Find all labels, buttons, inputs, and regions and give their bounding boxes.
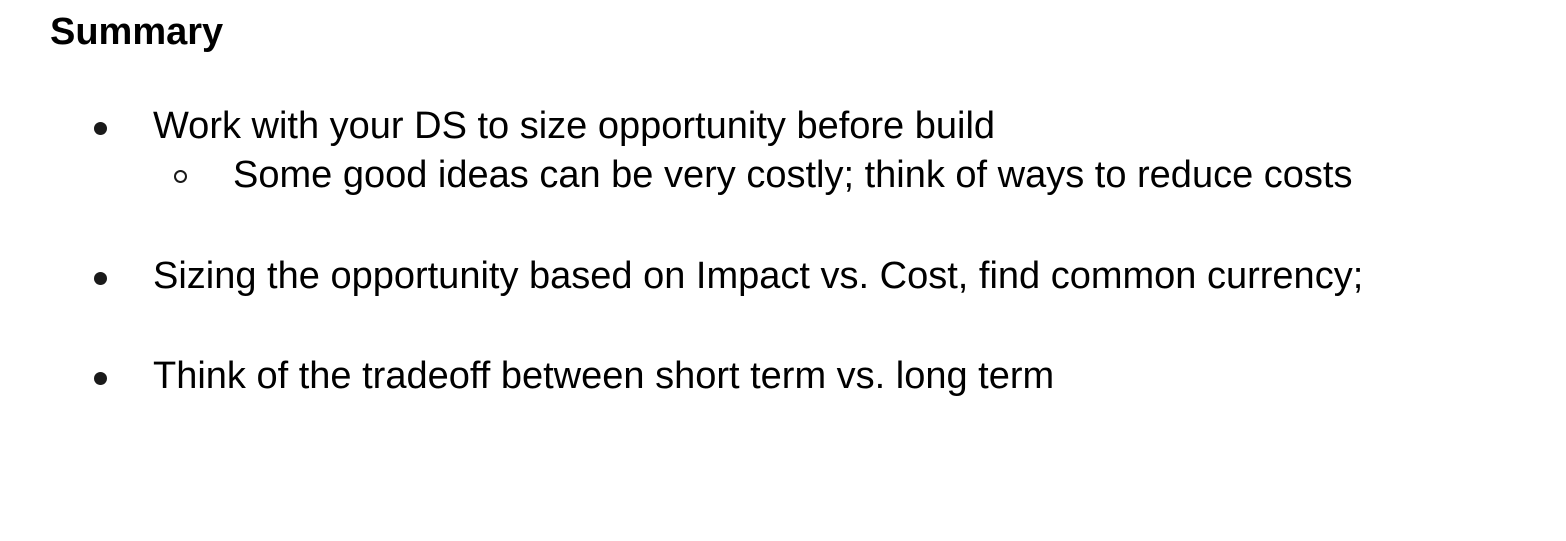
bullet-dot-icon <box>94 372 107 385</box>
sub-bullet-circle-icon <box>174 170 187 183</box>
bullet-dot-icon <box>94 122 107 135</box>
bullet-text: Think of the tradeoff between short term… <box>153 355 1055 397</box>
slide-title: Summary <box>50 11 224 53</box>
bullet-text: Work with your DS to size opportunity be… <box>153 105 996 147</box>
bullet-dot-icon <box>94 272 107 285</box>
sub-bullet-text: Some good ideas can be very costly; thin… <box>233 154 1353 196</box>
bullet-text: Sizing the opportunity based on Impact v… <box>153 255 1364 297</box>
